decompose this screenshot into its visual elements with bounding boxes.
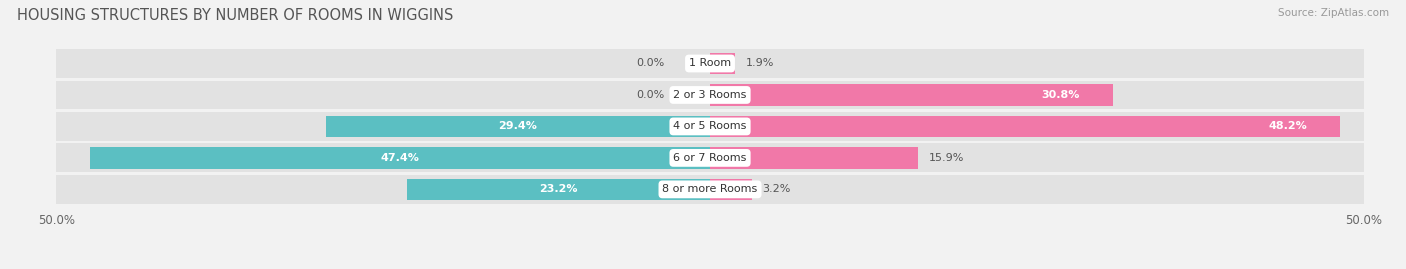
Text: 30.8%: 30.8% [1042,90,1080,100]
Text: 6 or 7 Rooms: 6 or 7 Rooms [673,153,747,163]
Bar [56,175,1364,204]
Text: Source: ZipAtlas.com: Source: ZipAtlas.com [1278,8,1389,18]
Bar [56,112,1364,141]
Text: 4 or 5 Rooms: 4 or 5 Rooms [673,121,747,132]
Text: 2 or 3 Rooms: 2 or 3 Rooms [673,90,747,100]
Text: 15.9%: 15.9% [928,153,963,163]
Bar [326,116,710,137]
Bar [56,49,1364,78]
Text: 48.2%: 48.2% [1268,121,1308,132]
Text: 0.0%: 0.0% [636,58,664,69]
Text: 1.9%: 1.9% [745,58,773,69]
Text: 29.4%: 29.4% [498,121,537,132]
Text: 3.2%: 3.2% [762,184,790,194]
Bar [710,84,1112,106]
Bar [56,143,1364,172]
Text: HOUSING STRUCTURES BY NUMBER OF ROOMS IN WIGGINS: HOUSING STRUCTURES BY NUMBER OF ROOMS IN… [17,8,453,23]
Text: 23.2%: 23.2% [538,184,578,194]
Text: 0.0%: 0.0% [636,90,664,100]
Bar [710,116,1340,137]
Bar [710,147,918,169]
Text: 1 Room: 1 Room [689,58,731,69]
Text: 8 or more Rooms: 8 or more Rooms [662,184,758,194]
Bar [710,53,735,74]
Text: 47.4%: 47.4% [381,153,419,163]
Bar [406,179,710,200]
Bar [56,80,1364,109]
Bar [710,179,752,200]
Bar [90,147,710,169]
